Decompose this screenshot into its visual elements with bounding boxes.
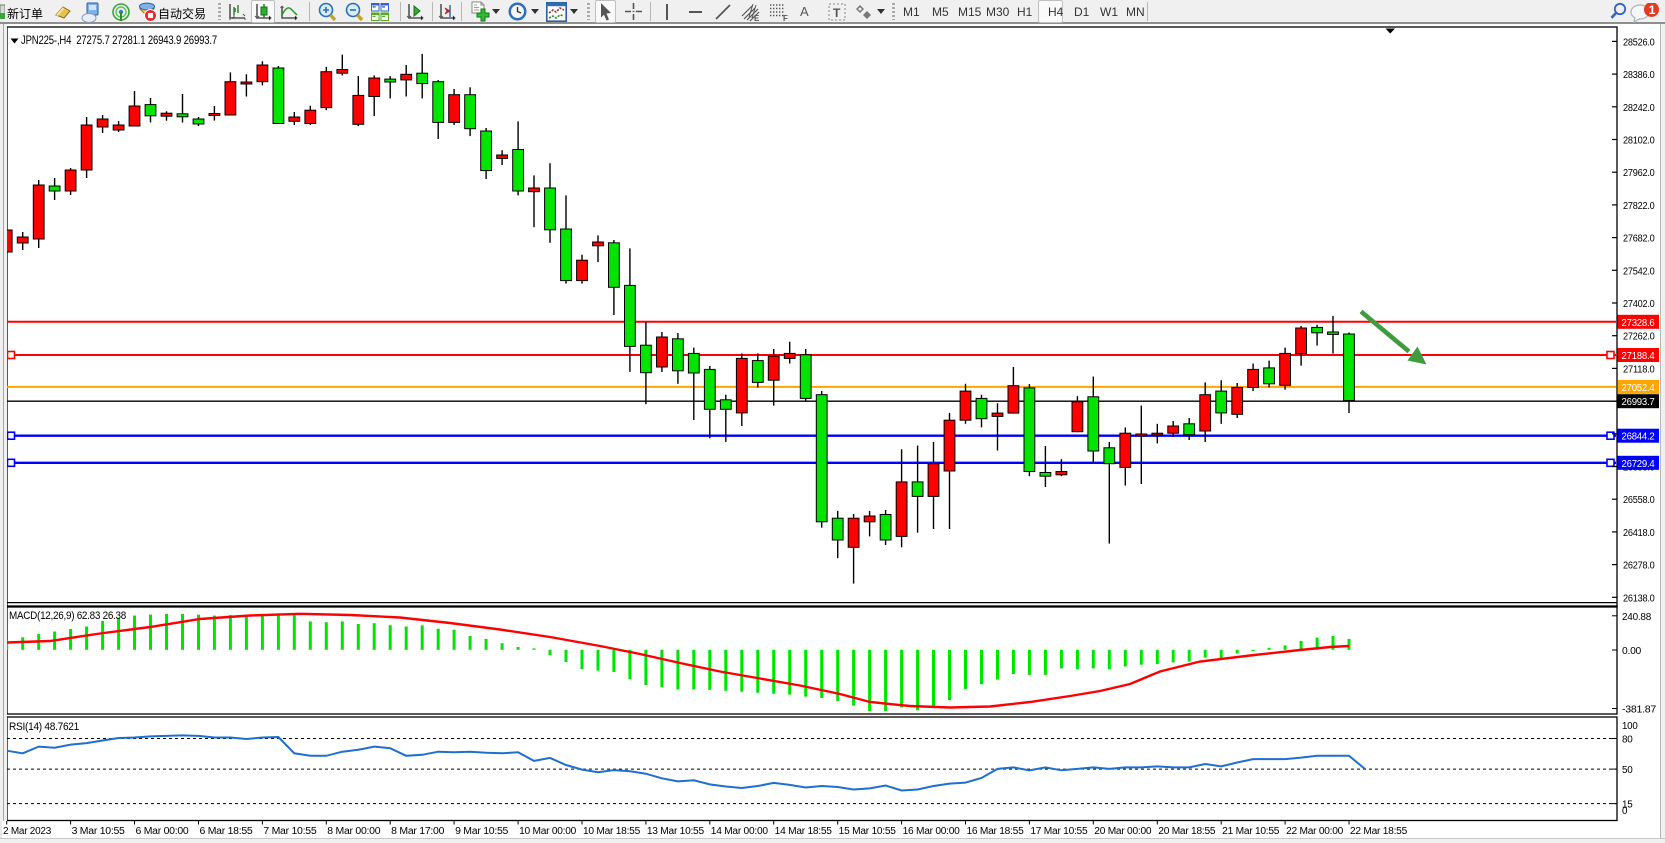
svg-text:50: 50 (1622, 765, 1633, 776)
svg-text:16 Mar 00:00: 16 Mar 00:00 (903, 826, 961, 837)
svg-text:17 Mar 10:55: 17 Mar 10:55 (1030, 826, 1088, 837)
svg-text:15 Mar 10:55: 15 Mar 10:55 (839, 826, 897, 837)
svg-text:27542.0: 27542.0 (1623, 266, 1655, 277)
svg-text:F: F (783, 14, 788, 22)
svg-text:22 Mar 18:55: 22 Mar 18:55 (1350, 826, 1408, 837)
svg-text:27052.4: 27052.4 (1622, 383, 1656, 394)
svg-text:8 Mar 17:00: 8 Mar 17:00 (391, 826, 445, 837)
svg-text:-381.87: -381.87 (1622, 705, 1657, 716)
svg-text:26729.4: 26729.4 (1622, 459, 1656, 470)
svg-text:26844.2: 26844.2 (1622, 432, 1656, 443)
svg-text:14 Mar 00:00: 14 Mar 00:00 (711, 826, 769, 837)
svg-text:27962.0: 27962.0 (1623, 168, 1655, 179)
svg-text:27328.6: 27328.6 (1622, 318, 1656, 329)
svg-text:7 Mar 10:55: 7 Mar 10:55 (263, 826, 317, 837)
svg-text:20 Mar 00:00: 20 Mar 00:00 (1094, 826, 1152, 837)
svg-text:10 Mar 18:55: 10 Mar 18:55 (583, 826, 641, 837)
svg-text:27188.4: 27188.4 (1622, 351, 1656, 362)
svg-text:28526.0: 28526.0 (1623, 37, 1655, 48)
svg-text:13 Mar 10:55: 13 Mar 10:55 (647, 826, 705, 837)
svg-text:3 Mar 10:55: 3 Mar 10:55 (72, 826, 126, 837)
svg-text:14 Mar 18:55: 14 Mar 18:55 (775, 826, 833, 837)
svg-text:6 Mar 00:00: 6 Mar 00:00 (136, 826, 190, 837)
svg-text:15: 15 (1622, 800, 1633, 811)
svg-text:22 Mar 00:00: 22 Mar 00:00 (1286, 826, 1344, 837)
svg-text:80: 80 (1622, 735, 1633, 746)
svg-text:1: 1 (1649, 3, 1656, 17)
svg-text:26418.0: 26418.0 (1623, 528, 1655, 539)
svg-text:10 Mar 00:00: 10 Mar 00:00 (519, 826, 577, 837)
svg-text:26278.0: 26278.0 (1623, 561, 1655, 572)
svg-text:27262.0: 27262.0 (1623, 332, 1655, 343)
svg-text:28386.0: 28386.0 (1623, 70, 1655, 81)
svg-text:8 Mar 00:00: 8 Mar 00:00 (327, 826, 381, 837)
svg-text:16 Mar 18:55: 16 Mar 18:55 (967, 826, 1025, 837)
svg-text:28242.0: 28242.0 (1623, 103, 1655, 114)
svg-text:27118.0: 27118.0 (1623, 364, 1655, 375)
svg-text:0: 0 (1622, 806, 1628, 817)
svg-text:240.88: 240.88 (1622, 612, 1652, 623)
svg-text:21 Mar 10:55: 21 Mar 10:55 (1222, 826, 1280, 837)
svg-text:MACD(12,26,9) 62.83 26.38: MACD(12,26,9) 62.83 26.38 (9, 610, 126, 622)
svg-text:27402.0: 27402.0 (1623, 299, 1655, 310)
svg-text:9 Mar 10:55: 9 Mar 10:55 (455, 826, 509, 837)
svg-text:JPN225-,H4 27275.7 27281.1 26: JPN225-,H4 27275.7 27281.1 26943.9 26993… (21, 33, 217, 47)
svg-text:27822.0: 27822.0 (1623, 201, 1655, 212)
svg-text:6 Mar 18:55: 6 Mar 18:55 (200, 826, 254, 837)
svg-text:26558.0: 26558.0 (1623, 495, 1655, 506)
svg-text:0.00: 0.00 (1622, 646, 1642, 657)
svg-text:26993.7: 26993.7 (1622, 397, 1656, 408)
svg-text:20 Mar 18:55: 20 Mar 18:55 (1158, 826, 1216, 837)
svg-text:2 Mar 2023: 2 Mar 2023 (3, 826, 52, 837)
svg-text:28102.0: 28102.0 (1623, 136, 1655, 147)
svg-text:100: 100 (1622, 721, 1638, 732)
svg-text:26138.0: 26138.0 (1623, 593, 1655, 604)
svg-text:27682.0: 27682.0 (1623, 234, 1655, 245)
svg-text:T: T (833, 6, 841, 20)
svg-text:E: E (754, 14, 760, 22)
svg-text:RSI(14) 48.7621: RSI(14) 48.7621 (9, 721, 79, 733)
